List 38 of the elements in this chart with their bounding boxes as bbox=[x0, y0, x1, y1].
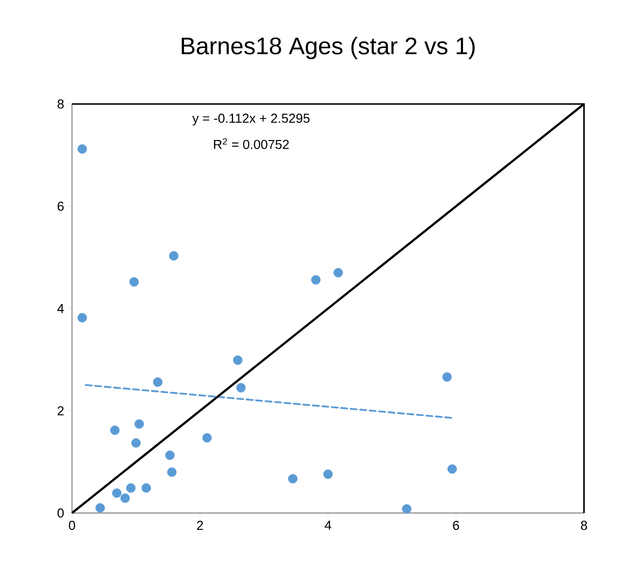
point bbox=[134, 419, 144, 429]
annotation: y = -0.112x + 2.5295 bbox=[192, 114, 310, 126]
point bbox=[334, 268, 343, 278]
point bbox=[110, 425, 120, 435]
point bbox=[129, 277, 139, 287]
point bbox=[78, 313, 87, 322]
point bbox=[78, 144, 87, 154]
point bbox=[120, 493, 130, 503]
x-tick-label: 4 bbox=[324, 520, 332, 530]
point bbox=[447, 464, 457, 474]
y-tick-label: 4 bbox=[57, 304, 64, 313]
y-tick-label: 6 bbox=[58, 202, 64, 211]
point bbox=[165, 450, 175, 460]
point bbox=[323, 469, 333, 479]
y-tick-label: 2 bbox=[58, 406, 64, 416]
point bbox=[131, 438, 141, 448]
y-tick-label: 0 bbox=[58, 508, 64, 518]
point bbox=[233, 355, 242, 365]
point bbox=[442, 372, 452, 382]
point bbox=[288, 474, 298, 484]
point bbox=[402, 504, 412, 514]
x-tick-label: 8 bbox=[580, 520, 588, 530]
point bbox=[95, 503, 105, 513]
point bbox=[311, 275, 321, 285]
point bbox=[126, 483, 136, 493]
x-tick-label: 0 bbox=[68, 520, 76, 530]
y-tick-label: 8 bbox=[58, 99, 64, 109]
point bbox=[112, 488, 122, 498]
point bbox=[142, 483, 151, 493]
point bbox=[153, 377, 162, 387]
point bbox=[236, 383, 246, 392]
annotation: R$^{2}$ = 0.00752 bbox=[214, 138, 289, 149]
chart-title: Barnes18 Ages (star 2 vs 1) bbox=[182, 36, 475, 60]
x-tick-label: 2 bbox=[197, 520, 203, 530]
point bbox=[169, 251, 178, 261]
point bbox=[167, 467, 177, 477]
point bbox=[202, 433, 212, 443]
x-tick-label: 6 bbox=[453, 520, 460, 530]
